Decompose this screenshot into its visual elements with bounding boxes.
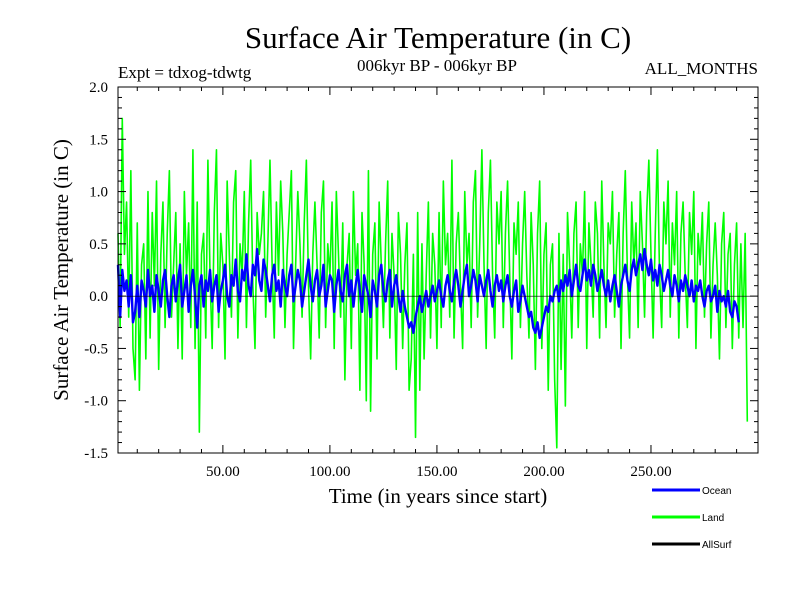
x-tick-label: 200.00 xyxy=(523,464,564,480)
x-axis-ticks: 50.00 100.00 150.00 200.00 250.00 xyxy=(136,87,759,480)
chart-subtitle-center: 006kyr BP - 006kyr BP xyxy=(357,56,517,75)
legend-label-allsurf: AllSurf xyxy=(702,540,732,551)
chart-subtitle-right: ALL_MONTHS xyxy=(645,59,758,78)
y-tick-label: -0.5 xyxy=(84,341,108,357)
x-tick-label: 250.00 xyxy=(630,464,671,480)
y-axis-ticks: -1.5 -1.0 -0.5 0.0 0.5 1.0 1.5 2.0 xyxy=(84,80,758,462)
chart-subtitle-left: Expt = tdxog-tdwtg xyxy=(118,63,252,82)
legend-label-land: Land xyxy=(702,513,724,524)
y-tick-label: 1.0 xyxy=(89,185,108,201)
y-tick-label: 1.5 xyxy=(89,132,108,148)
chart-title: Surface Air Temperature (in C) xyxy=(245,20,631,55)
legend: Ocean Land AllSurf xyxy=(652,486,732,551)
x-axis-title: Time (in years since start) xyxy=(329,484,548,508)
x-tick-label: 50.00 xyxy=(206,464,240,480)
legend-label-ocean: Ocean xyxy=(702,486,731,497)
y-tick-label: -1.0 xyxy=(84,394,108,410)
series-line-ocean xyxy=(116,247,740,340)
series-line-land xyxy=(117,117,749,449)
y-tick-label: 0.0 xyxy=(89,289,108,305)
x-tick-label: 100.00 xyxy=(309,464,350,480)
plot-frame xyxy=(117,86,759,454)
y-tick-label: -1.5 xyxy=(84,446,108,462)
x-tick-label: 150.00 xyxy=(416,464,457,480)
y-tick-label: 0.5 xyxy=(89,237,108,253)
y-axis-title: Surface Air Temperature (in C) xyxy=(49,139,73,401)
series-layer xyxy=(116,117,749,449)
y-tick-label: 2.0 xyxy=(89,80,108,96)
